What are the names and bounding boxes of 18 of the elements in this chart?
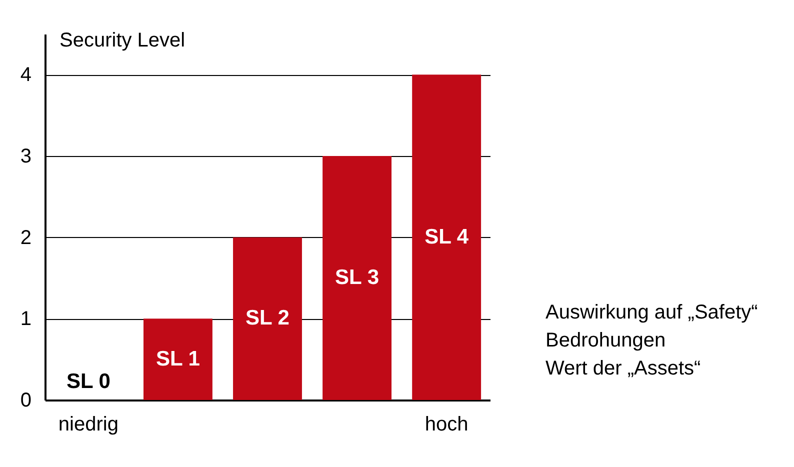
data-label: SL 1 bbox=[156, 347, 200, 370]
bar bbox=[233, 237, 302, 400]
y-tick-label: 3 bbox=[20, 146, 32, 168]
y-tick-label: 4 bbox=[20, 64, 32, 86]
bar bbox=[143, 318, 212, 400]
data-label: SL 4 bbox=[424, 225, 469, 248]
y-tick-label: 1 bbox=[20, 308, 32, 330]
x-tick-label: niedrig bbox=[58, 414, 118, 436]
y-tick-label: 0 bbox=[20, 390, 32, 412]
x-axis-title: Auswirkung auf „Safety“ Bedrohungen Wert der „Assets“ bbox=[546, 302, 758, 380]
data-label: SL 2 bbox=[246, 306, 290, 330]
bar bbox=[322, 156, 392, 400]
bar bbox=[412, 74, 482, 400]
x-tick-label: hoch bbox=[424, 414, 468, 436]
y-axis-title: Security Level bbox=[60, 30, 186, 52]
y-tick-label: 2 bbox=[20, 226, 32, 249]
data-label: SL 0 bbox=[66, 370, 110, 393]
data-label: SL 3 bbox=[335, 266, 380, 289]
